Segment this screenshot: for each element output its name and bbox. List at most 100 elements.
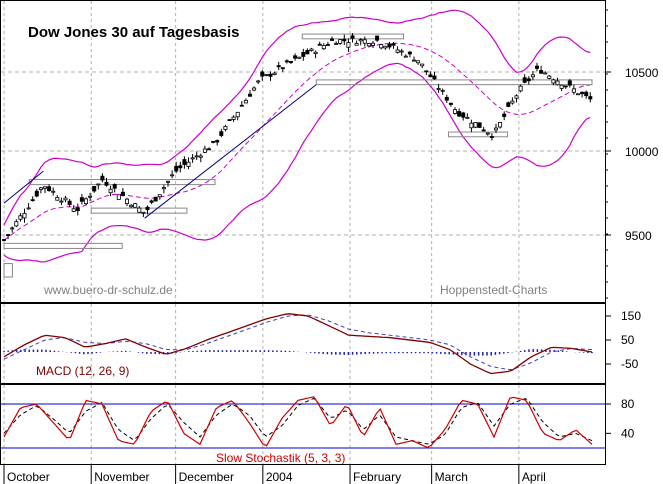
candle-body xyxy=(26,207,31,210)
candle-body xyxy=(571,88,576,93)
candle-body xyxy=(100,175,105,181)
candle-body xyxy=(375,35,380,41)
candle-body xyxy=(153,196,158,202)
candle-body xyxy=(391,43,396,46)
candle-body xyxy=(354,43,359,46)
bollinger-lower-line xyxy=(3,62,591,263)
candle-body xyxy=(268,73,273,77)
candle-body xyxy=(198,155,203,158)
candle-body xyxy=(317,43,322,46)
candle-body xyxy=(547,75,552,79)
candle-body xyxy=(555,80,560,86)
candle-body xyxy=(170,174,175,177)
candle-body xyxy=(55,197,60,201)
candle-body xyxy=(329,38,334,41)
candle-body xyxy=(440,89,445,92)
candle-body xyxy=(34,190,39,197)
stochastic-panel-frame xyxy=(0,384,606,465)
candle-body xyxy=(387,43,392,48)
candle-body xyxy=(145,206,150,211)
price-tick-label: 10500 xyxy=(625,66,659,80)
macd-tick-label: 50 xyxy=(621,333,635,347)
candle-body xyxy=(239,104,244,107)
candle-body xyxy=(432,75,437,80)
candle-body xyxy=(567,80,572,86)
candle-body xyxy=(301,52,306,57)
candle-body xyxy=(71,208,76,212)
candle-body xyxy=(444,96,449,101)
candle-body xyxy=(506,102,511,107)
candle-body xyxy=(420,63,425,67)
candle-body xyxy=(6,234,11,236)
macd-panel-frame xyxy=(0,303,606,384)
candle-body xyxy=(112,184,117,189)
candle-body xyxy=(411,59,416,62)
candle-body xyxy=(584,91,589,97)
support-resistance-box xyxy=(3,263,13,278)
candle-body xyxy=(551,79,556,84)
candle-body xyxy=(252,87,257,91)
candle-body xyxy=(47,186,52,192)
candle-body xyxy=(63,197,68,201)
candle-body xyxy=(108,188,113,194)
candle-body xyxy=(580,91,585,95)
candle-body xyxy=(522,77,527,83)
candle-body xyxy=(313,51,318,55)
candle-body xyxy=(129,204,134,208)
macd-line xyxy=(3,313,593,375)
candle-body xyxy=(465,116,470,119)
candle-body xyxy=(407,51,412,55)
candle-body xyxy=(10,227,15,230)
candle-body xyxy=(539,70,544,74)
trend-line xyxy=(144,84,317,219)
candle-body xyxy=(84,198,89,205)
candle-body xyxy=(96,183,101,186)
candle-body xyxy=(395,49,400,53)
candle-body xyxy=(518,85,523,92)
candle-body xyxy=(530,74,535,78)
bollinger-upper-line xyxy=(3,9,591,226)
candle-body xyxy=(563,85,568,88)
stochastic-tick-label: 80 xyxy=(621,397,635,411)
candle-body xyxy=(293,55,298,59)
price-panel: Dow Jones 30 auf Tagesbasis www.buero-dr-… xyxy=(1,1,605,302)
candle-body xyxy=(576,93,581,96)
candle-body xyxy=(202,148,207,153)
candle-body xyxy=(51,190,56,193)
candle-body xyxy=(350,35,355,39)
candle-body xyxy=(485,132,490,135)
candle-body xyxy=(284,60,289,63)
candle-body xyxy=(30,199,35,202)
macd-tick-label: 150 xyxy=(621,309,641,323)
support-resistance-box xyxy=(448,131,509,138)
candle-body xyxy=(461,112,466,118)
support-resistance-box xyxy=(28,179,216,186)
candle-body xyxy=(2,239,7,241)
candle-body xyxy=(280,67,285,70)
candle-body xyxy=(165,180,170,183)
chart-title: Dow Jones 30 auf Tagesbasis xyxy=(28,24,239,41)
candle-body xyxy=(178,165,183,169)
candle-body xyxy=(493,127,498,131)
candle-body xyxy=(120,191,125,196)
month-label: November xyxy=(94,470,149,484)
candle-body xyxy=(247,93,252,97)
month-label: February xyxy=(353,470,401,484)
candle-body xyxy=(260,71,265,77)
candle-body xyxy=(309,48,314,51)
moving-average-line xyxy=(3,42,591,241)
candle-body xyxy=(272,72,277,75)
candle-body xyxy=(452,109,457,114)
candle-body xyxy=(469,122,474,129)
candle-body xyxy=(526,78,531,82)
candle-body xyxy=(288,61,293,63)
candle-body xyxy=(182,159,187,165)
candle-body xyxy=(211,140,216,143)
month-label: April xyxy=(522,470,546,484)
candle-body xyxy=(305,50,310,55)
candle-body xyxy=(133,203,138,208)
candle-body xyxy=(18,215,23,220)
candle-body xyxy=(174,165,179,172)
month-label: 2004 xyxy=(266,470,293,484)
